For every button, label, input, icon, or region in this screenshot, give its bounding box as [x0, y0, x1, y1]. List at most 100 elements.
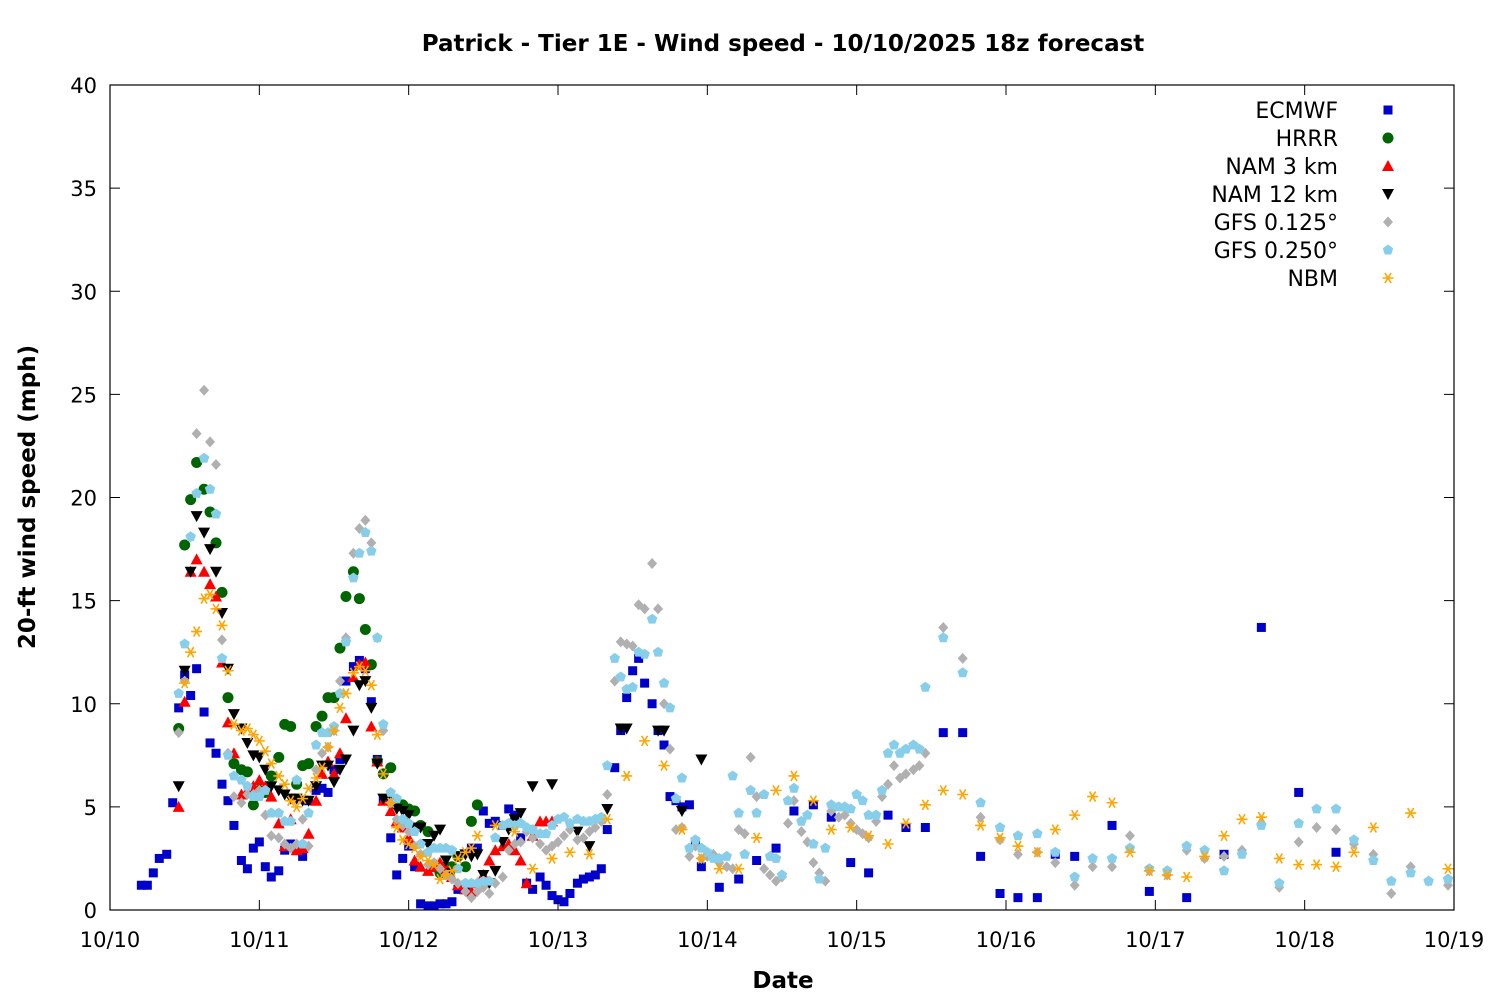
data-point — [601, 813, 613, 825]
data-point — [241, 766, 253, 778]
data-point — [788, 782, 800, 793]
data-point — [229, 820, 239, 830]
data-point — [347, 670, 360, 682]
data-point — [820, 842, 831, 853]
data-point — [222, 665, 234, 677]
data-point — [776, 869, 788, 880]
data-point — [502, 838, 515, 849]
data-point — [347, 725, 360, 737]
data-point — [339, 754, 352, 766]
data-point — [1124, 842, 1136, 853]
data-point — [665, 743, 675, 755]
data-point — [876, 784, 888, 795]
data-point — [808, 838, 819, 849]
data-point — [253, 774, 266, 786]
legend-marker — [1383, 105, 1393, 115]
data-point — [639, 648, 650, 659]
data-point — [590, 870, 600, 880]
data-point — [359, 665, 371, 677]
data-point — [199, 384, 210, 396]
data-point — [247, 799, 259, 811]
data-point — [297, 793, 309, 805]
data-point — [975, 820, 987, 831]
data-point — [285, 815, 296, 826]
data-point — [205, 738, 215, 748]
data-point — [1013, 893, 1023, 903]
data-point — [322, 741, 334, 753]
data-point — [1311, 859, 1323, 871]
data-point — [490, 816, 500, 826]
x-tick-label: 10/13 — [528, 928, 589, 952]
data-point — [378, 718, 389, 729]
data-point — [863, 830, 875, 842]
x-tick-label: 10/17 — [1125, 928, 1186, 952]
data-point — [410, 862, 420, 872]
data-point — [628, 666, 638, 676]
data-point — [398, 853, 408, 863]
data-point — [265, 758, 277, 769]
data-point — [297, 838, 308, 849]
data-point — [1032, 828, 1043, 839]
data-point — [191, 626, 203, 637]
data-point — [340, 688, 352, 699]
data-point — [236, 774, 247, 785]
data-point — [919, 799, 931, 811]
data-point — [1330, 803, 1342, 814]
data-point — [646, 613, 658, 624]
data-point — [1012, 848, 1023, 860]
data-point — [610, 763, 620, 773]
data-point — [1182, 893, 1192, 903]
data-point — [845, 803, 856, 814]
data-point — [734, 874, 744, 884]
data-point — [739, 848, 750, 859]
data-point — [353, 593, 365, 605]
y-tick-label: 0 — [84, 899, 97, 923]
data-point — [478, 806, 488, 816]
data-point — [274, 866, 284, 876]
data-point — [260, 862, 270, 872]
data-point — [733, 807, 744, 818]
data-point — [807, 795, 819, 807]
data-point — [515, 836, 526, 848]
data-point — [714, 882, 724, 892]
y-tick-label: 30 — [70, 280, 97, 304]
data-point — [1049, 824, 1061, 835]
data-point — [870, 809, 882, 820]
data-point — [1311, 822, 1322, 833]
data-point — [1331, 847, 1341, 857]
data-point — [211, 748, 221, 758]
data-point — [340, 636, 352, 647]
data-point — [359, 676, 372, 688]
data-point — [434, 824, 447, 836]
data-point — [360, 527, 371, 538]
data-point — [317, 783, 327, 793]
data-point — [178, 665, 191, 677]
data-point — [653, 603, 664, 615]
data-point — [198, 452, 210, 463]
data-point — [266, 872, 276, 882]
data-point — [210, 508, 222, 519]
data-point — [627, 640, 638, 652]
data-point — [386, 833, 396, 843]
data-point — [938, 621, 949, 633]
data-point — [366, 545, 377, 556]
data-point — [446, 844, 458, 855]
data-point — [273, 807, 284, 818]
data-point — [675, 806, 688, 817]
data-point — [670, 793, 682, 804]
data-point — [266, 807, 277, 818]
data-point — [385, 797, 397, 809]
data-point — [223, 796, 233, 806]
data-point — [191, 456, 203, 468]
data-point — [359, 656, 372, 668]
data-point — [752, 856, 762, 865]
data-point — [1162, 865, 1173, 876]
legend: ECMWF HRRR NAM 3 km NAM 12 km GFS 0.125° GFS … — [1211, 99, 1394, 292]
data-point — [242, 780, 253, 791]
data-point — [1107, 861, 1118, 873]
data-point — [1256, 622, 1266, 632]
data-point — [216, 608, 228, 619]
data-point — [247, 729, 259, 741]
data-point — [609, 652, 620, 663]
